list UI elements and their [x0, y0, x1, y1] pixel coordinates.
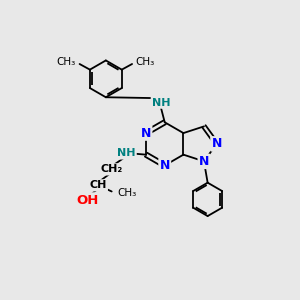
Text: N: N [199, 155, 209, 168]
Text: OH: OH [76, 194, 98, 207]
Text: N: N [141, 127, 151, 140]
Text: CH₃: CH₃ [57, 57, 76, 67]
Text: CH: CH [89, 180, 107, 190]
Text: NH: NH [152, 98, 170, 108]
Text: CH₃: CH₃ [118, 188, 137, 198]
Text: N: N [160, 159, 170, 172]
Text: NH: NH [117, 148, 136, 158]
Text: N: N [212, 137, 222, 150]
Text: CH₃: CH₃ [136, 57, 155, 67]
Text: CH₂: CH₂ [100, 164, 123, 174]
